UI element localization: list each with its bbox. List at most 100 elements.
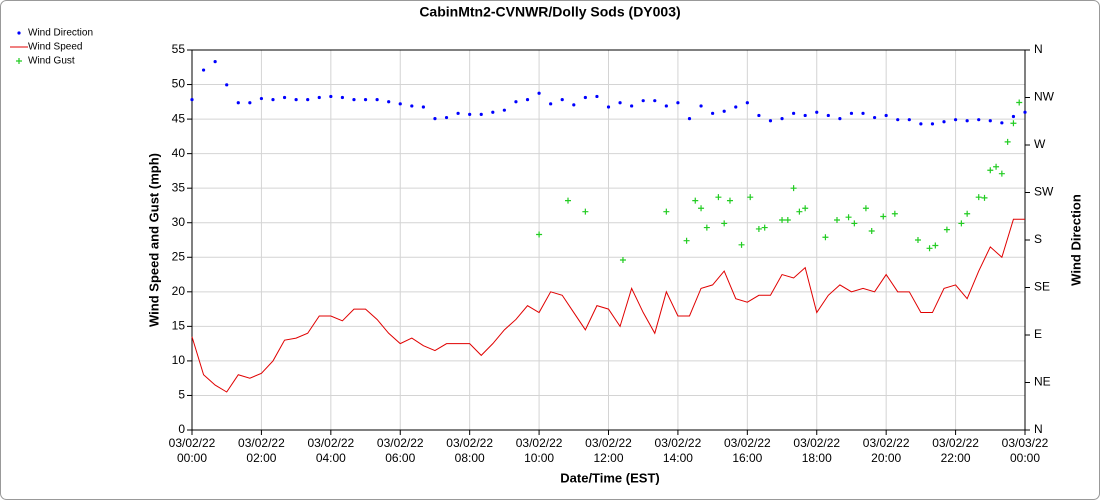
x-axis-title: Date/Time (EST) <box>560 470 659 485</box>
x-tick-label: 03/02/22 06:00 <box>377 436 424 465</box>
direction-dot <box>768 119 773 123</box>
x-tick-label: 03/02/22 22:00 <box>932 436 979 465</box>
gust-marker <box>721 220 728 227</box>
direction-dot <box>722 109 726 113</box>
direction-dot <box>236 101 240 105</box>
chart-title: CabinMtn2-CVNWR/Dolly Sods (DY003) <box>419 4 680 20</box>
legend-marker <box>16 58 22 64</box>
x-tick-label: 03/02/22 10:00 <box>516 436 563 465</box>
y2-axis-title: Wind Direction <box>1068 194 1083 286</box>
plot-border <box>191 49 1026 431</box>
y2-tick-label: NW <box>1034 90 1055 104</box>
direction-dot <box>201 68 206 72</box>
gust-marker <box>880 213 887 220</box>
gust-marker <box>993 163 1000 170</box>
gust-marker <box>1010 120 1017 127</box>
gust-marker <box>796 208 803 215</box>
direction-dot <box>826 113 830 118</box>
gust-marker <box>1004 138 1011 145</box>
y2-tick-label: SW <box>1034 185 1054 199</box>
x-tick-label: 03/02/22 14:00 <box>655 436 702 465</box>
gust-marker <box>761 224 768 231</box>
direction-dot <box>398 102 402 106</box>
direction-dot <box>884 113 888 118</box>
direction-dot <box>190 98 194 102</box>
gust-marker <box>926 245 933 252</box>
gust-marker <box>790 185 797 192</box>
legend-label: Wind Speed <box>28 42 82 53</box>
direction-dot <box>329 94 333 99</box>
direction-dot <box>861 111 865 115</box>
direction-dot <box>294 98 298 102</box>
gust-marker <box>964 210 971 217</box>
direction-dot <box>259 96 264 101</box>
direction-dot <box>977 118 981 122</box>
direction-dot <box>583 95 587 100</box>
direction-dot <box>919 122 923 126</box>
direction-dot <box>433 117 437 121</box>
direction-dot <box>641 99 645 103</box>
direction-dot <box>942 120 946 124</box>
direction-dot <box>838 117 842 121</box>
direction-dot <box>468 112 472 116</box>
gust-marker <box>833 216 840 223</box>
speed-line <box>191 218 1025 393</box>
direction-dot <box>711 111 715 115</box>
gust-marker <box>862 205 869 212</box>
gust-marker <box>868 228 875 235</box>
gust-marker <box>943 226 950 233</box>
direction-dot <box>456 111 460 115</box>
gust-marker <box>755 225 762 232</box>
gust-marker <box>914 237 921 243</box>
direction-dot <box>282 95 287 100</box>
direction-dot <box>375 98 379 102</box>
direction-dot <box>907 118 911 122</box>
direction-dot <box>849 111 854 115</box>
direction-dot <box>606 105 611 109</box>
direction-dot <box>745 101 749 105</box>
gust-marker <box>998 170 1005 177</box>
direction-dot <box>872 115 877 120</box>
gust-marker <box>845 214 852 221</box>
gust-marker <box>582 208 589 215</box>
direction-dot <box>618 101 622 105</box>
direction-dot <box>271 98 275 102</box>
direction-dot <box>317 95 321 100</box>
y-tick-label: 10 <box>172 353 186 367</box>
y2-tick-label: N <box>1034 422 1043 436</box>
y-tick-label: 35 <box>172 180 186 194</box>
x-tick-label: 03/02/22 08:00 <box>446 436 493 465</box>
y-tick-label: 55 <box>172 42 186 56</box>
direction-dot <box>387 100 391 104</box>
direction-dot <box>213 60 217 64</box>
direction-dot <box>664 104 668 108</box>
x-tick-label: 03/03/22 00:00 <box>1002 436 1049 465</box>
x-tick-label: 03/02/22 20:00 <box>863 436 910 465</box>
x-tick-label: 03/02/22 12:00 <box>585 436 632 465</box>
direction-dot <box>525 98 530 102</box>
direction-dot <box>340 95 345 100</box>
x-tick-label: 03/02/22 16:00 <box>724 436 771 465</box>
y2-tick-label: E <box>1034 327 1042 341</box>
gust-marker <box>975 194 982 201</box>
gust-marker <box>663 208 670 215</box>
legend-marker <box>17 31 21 35</box>
direction-dot <box>444 115 449 120</box>
y-tick-label: 5 <box>178 388 185 402</box>
x-tick-label: 03/02/22 02:00 <box>238 436 285 465</box>
direction-dot <box>734 105 738 109</box>
gust-marker <box>683 237 690 244</box>
y2-tick-label: N <box>1034 42 1043 56</box>
y-tick-label: 20 <box>172 284 186 298</box>
gust-marker <box>715 194 722 201</box>
gust-marker <box>779 216 786 223</box>
direction-dot <box>792 111 796 115</box>
direction-dot <box>479 112 483 116</box>
direction-dot <box>421 105 425 109</box>
y-tick-label: 15 <box>172 319 186 333</box>
y-tick-label: 25 <box>172 249 186 263</box>
direction-dot <box>687 117 692 121</box>
direction-dot <box>491 110 495 114</box>
y2-tick-label: S <box>1034 232 1042 246</box>
